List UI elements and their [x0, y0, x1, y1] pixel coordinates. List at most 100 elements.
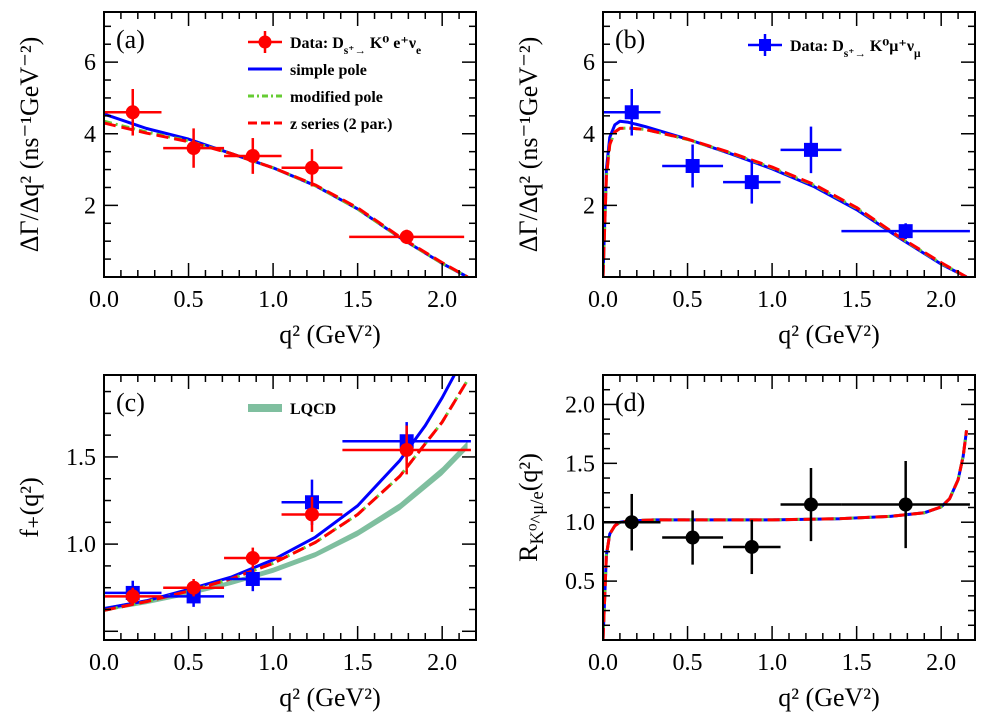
y-tick-label: 2.0	[565, 392, 595, 418]
curve-simple-pole	[603, 119, 968, 277]
data-point	[662, 144, 724, 188]
point-marker-circle	[245, 551, 260, 566]
curve-z-series-2-par-	[603, 126, 968, 277]
x-tick-label: 1.5	[343, 650, 373, 676]
plot-frame	[602, 374, 976, 641]
x-tick-label: 1.5	[842, 287, 872, 313]
point-marker-circle	[304, 160, 319, 175]
x-axis-title: q² (GeV²)	[778, 683, 880, 712]
data-point	[281, 149, 343, 187]
y-tick-label: 1.0	[565, 510, 595, 536]
lqcd-band	[104, 441, 468, 612]
x-tick-label: 0.5	[174, 650, 204, 676]
y-tick-label: 4	[583, 122, 595, 148]
x-tick-label: 0.0	[588, 287, 618, 313]
y-tick-label: 1.5	[66, 445, 96, 471]
point-marker-circle	[186, 141, 201, 156]
data-point	[723, 519, 781, 575]
y-tick-label: 6	[583, 50, 595, 76]
point-marker-square	[803, 142, 818, 157]
point-marker-circle	[685, 530, 700, 545]
x-tick-label: 1.0	[258, 287, 288, 313]
y-axis-title: RK⁰^μ/e(q²)	[514, 453, 548, 562]
x-tick-label: 0.0	[89, 650, 119, 676]
point-marker-circle	[125, 105, 140, 120]
legend-label: LQCD	[290, 401, 336, 418]
panel-b: 0.0 0.5 1.0 1.5 2.0 2 4 6 q² (GeV²) ΔΓ/Δq² (ns⁻¹G…	[514, 11, 976, 349]
data-point	[349, 229, 465, 245]
legend-label: z series (2 par.)	[290, 116, 393, 133]
legend-entry: Data: Ds⁺→ K⁰ e⁺νe	[248, 31, 421, 57]
legend-swatch-band	[248, 404, 282, 412]
x-axis-title: q² (GeV²)	[279, 320, 381, 349]
data-point	[723, 160, 781, 204]
curve-z-series-2-par-	[104, 121, 469, 277]
legend-label: Data: Ds⁺→ K⁰μ⁺νμ	[790, 38, 921, 60]
x-tick-label: 0.0	[89, 287, 119, 313]
x-axis-title: q² (GeV²)	[279, 683, 381, 712]
x-tick-label: 1.5	[343, 287, 373, 313]
x-tick-label: 1.0	[757, 650, 787, 676]
curve-simple-pole	[603, 430, 969, 640]
data-point	[281, 497, 343, 532]
curve-z-series-2-par-	[603, 430, 969, 640]
curve-simple-pole	[104, 112, 469, 277]
data-point	[163, 578, 225, 597]
legend-entry: Data: Ds⁺→ K⁰μ⁺νμ	[748, 34, 921, 60]
point-marker-circle	[898, 497, 913, 512]
point-marker-circle	[744, 539, 759, 554]
y-axis-title: ΔΓ/Δq² (ns⁻¹GeV⁻²)	[514, 37, 543, 253]
data-point	[603, 88, 661, 136]
y-tick-label: 4	[84, 122, 96, 148]
x-tick-label: 2.0	[427, 287, 457, 313]
panel-label: (d)	[615, 388, 645, 417]
curve-modified-pole	[603, 430, 969, 640]
x-tick-label: 0.5	[673, 650, 703, 676]
x-tick-label: 0.0	[588, 650, 618, 676]
curve-modified-pole	[104, 119, 469, 277]
point-marker-circle	[399, 442, 414, 457]
data-point	[104, 587, 162, 606]
point-marker-circle	[186, 580, 201, 595]
x-tick-label: 2.0	[427, 650, 457, 676]
point-marker-square	[624, 105, 639, 120]
y-axis-title: ΔΓ/Δq² (ns⁻¹GeV⁻²)	[15, 37, 44, 253]
data-point	[780, 468, 842, 542]
curve-simple-pole	[104, 375, 457, 611]
point-marker-circle	[399, 229, 414, 244]
data-point	[104, 88, 162, 136]
data-point	[224, 566, 282, 592]
panel-d: 0.0 0.5 1.0 1.5 2.0 0.5 1.0 1.5 2.0 q² (GeV²) RK⁰^…	[514, 374, 976, 712]
x-tick-label: 1.0	[757, 287, 787, 313]
legend-marker	[258, 35, 272, 49]
legend-label: modified pole	[290, 89, 383, 106]
data-point	[224, 547, 282, 569]
legend-marker	[759, 39, 771, 51]
y-tick-label: 1.5	[565, 451, 595, 477]
x-tick-label: 1.5	[842, 650, 872, 676]
legend-label: Data: Ds⁺→ K⁰ e⁺νe	[290, 35, 421, 57]
panel-label: (b)	[615, 25, 645, 54]
x-tick-label: 2.0	[926, 650, 956, 676]
panel-a: 0.0 0.5 1.0 1.5 2.0 2 4 6 q² (GeV²) ΔΓ/Δq² (ns⁻¹G…	[15, 11, 477, 349]
panel-label: (c)	[116, 388, 145, 417]
data-point	[662, 510, 724, 565]
x-axis-title: q² (GeV²)	[778, 320, 880, 349]
point-marker-circle	[304, 507, 319, 522]
point-marker-circle	[624, 515, 639, 530]
data-point	[342, 425, 471, 475]
data-point	[163, 128, 225, 168]
data-point	[841, 460, 970, 549]
legend-entry: modified pole	[248, 89, 383, 106]
legend-entry: simple pole	[248, 62, 367, 79]
point-marker-circle	[245, 148, 260, 163]
y-tick-label: 2	[583, 193, 595, 219]
point-marker-square	[744, 175, 759, 190]
y-tick-label: 2	[84, 193, 96, 219]
point-marker-square	[685, 158, 700, 173]
x-tick-label: 2.0	[926, 287, 956, 313]
y-tick-label: 0.5	[565, 569, 595, 595]
y-axis-title: f₊(q²)	[15, 477, 44, 538]
panel-c: 0.0 0.5 1.0 1.5 2.0 1.0 1.5 q² (GeV²) f₊(q²) (c) L…	[15, 374, 477, 712]
